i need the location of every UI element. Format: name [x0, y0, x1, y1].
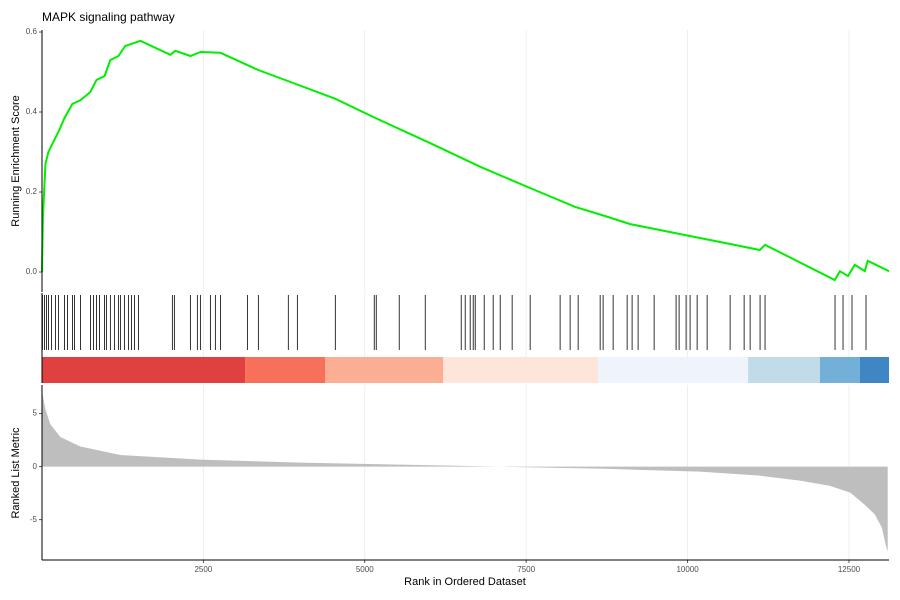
y-tick-label: 5 — [33, 409, 38, 418]
x-axis-title: Rank in Ordered Dataset — [404, 576, 526, 588]
y-tick-label: 0.4 — [26, 107, 38, 116]
y-tick-label: -5 — [30, 515, 38, 524]
rank-band — [443, 357, 599, 383]
y-tick-label: 0.2 — [26, 187, 38, 196]
y-tick-label: 0 — [33, 462, 38, 471]
rank-band — [42, 357, 246, 383]
x-tick-label: 2500 — [194, 565, 212, 574]
y-tick-label: 0.6 — [26, 27, 38, 36]
y-axis-title: Running Enrichment Score — [10, 95, 22, 226]
metric-area — [42, 391, 888, 552]
x-tick-label: 10000 — [676, 565, 699, 574]
x-tick-label: 12500 — [838, 565, 861, 574]
chart-title: MAPK signaling pathway — [42, 10, 175, 24]
x-tick-label: 7500 — [517, 565, 535, 574]
x-tick-label: 5000 — [356, 565, 374, 574]
rank-band — [598, 357, 749, 383]
rank-band — [859, 357, 889, 383]
y-tick-label: 0.0 — [26, 267, 38, 276]
rank-band — [748, 357, 820, 383]
enrichment-line — [41, 39, 890, 282]
rank-band — [245, 357, 326, 383]
rank-band — [325, 357, 444, 383]
y-axis-title: Ranked List Metric — [10, 427, 22, 519]
rank-band — [819, 357, 860, 383]
